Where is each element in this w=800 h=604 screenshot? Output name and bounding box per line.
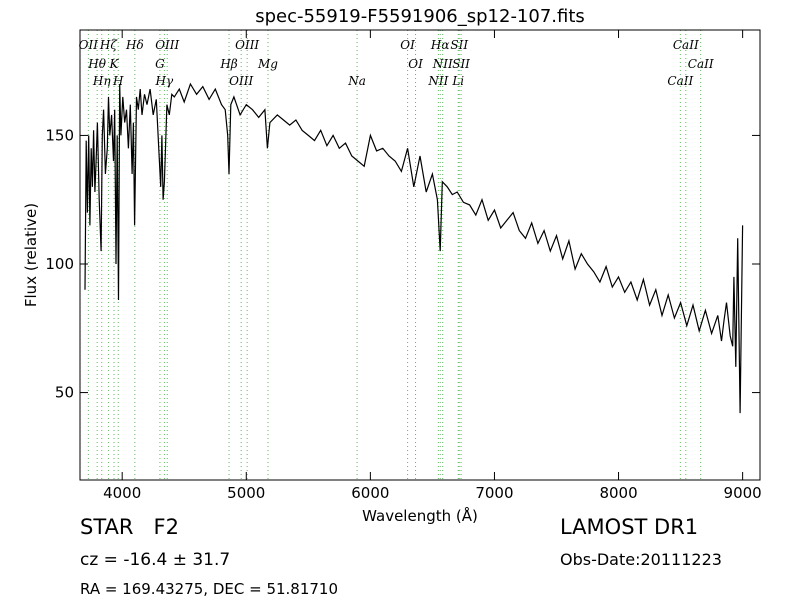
annotation-label: OIII	[235, 38, 259, 52]
plot-frame	[79, 29, 761, 481]
annotation-label: Mg	[257, 57, 278, 71]
annotation-label: SII	[452, 57, 470, 71]
annotation-label: CaII	[673, 38, 699, 52]
footer-class: STAR F2	[80, 515, 179, 539]
y-tick-label: 150	[45, 126, 74, 144]
annotation-label: OI	[400, 38, 415, 52]
spectrum-line	[84, 82, 744, 414]
annotation-label: OIII	[155, 38, 179, 52]
annotation-label: OII	[79, 38, 99, 52]
y-tick-label: 50	[55, 384, 74, 402]
annotation-label: H	[112, 74, 124, 88]
x-tick-label: 6000	[351, 484, 389, 502]
annotation-label: Hβ	[219, 57, 237, 71]
x-tick-label: 5000	[227, 484, 265, 502]
annotation-label: Hα	[430, 38, 450, 52]
footer-date: Obs-Date:20111223	[560, 550, 722, 569]
x-axis-label: Wavelength (Å)	[362, 506, 478, 525]
chart-title: spec-55919-F5591906_sp12-107.fits	[255, 6, 585, 27]
y-axis-label: Flux (relative)	[22, 203, 40, 307]
footer-cz: cz = -16.4 ± 31.7	[80, 550, 230, 570]
annotation-label: Hθ	[87, 57, 106, 71]
annotation-label: CaII	[688, 57, 714, 71]
x-tick-label: 4000	[103, 484, 141, 502]
annotation-label: SII	[450, 38, 468, 52]
annotation-label: Hζ	[99, 38, 118, 52]
annotation-label: G	[155, 57, 165, 71]
y-tick-label: 100	[45, 255, 74, 273]
annotation-label: Na	[347, 74, 366, 88]
annotation-label: Hγ	[155, 74, 174, 88]
annotation-label: CaII	[667, 74, 693, 88]
footer-coords: RA = 169.43275, DEC = 51.81710	[80, 580, 338, 598]
annotation-label: K	[109, 57, 120, 71]
annotation-label: Li	[451, 74, 464, 88]
annotation-label: NII	[427, 74, 448, 88]
annotation-label: Hδ	[125, 38, 144, 52]
annotation-label: Hη	[92, 74, 111, 88]
annotation-label: OIII	[229, 74, 253, 88]
footer-survey: LAMOST DR1	[560, 515, 698, 539]
annotation-label: OI	[408, 57, 423, 71]
x-tick-label: 8000	[599, 484, 637, 502]
x-tick-label: 7000	[475, 484, 513, 502]
annotation-label: NII	[432, 57, 453, 71]
x-tick-label: 9000	[724, 484, 762, 502]
